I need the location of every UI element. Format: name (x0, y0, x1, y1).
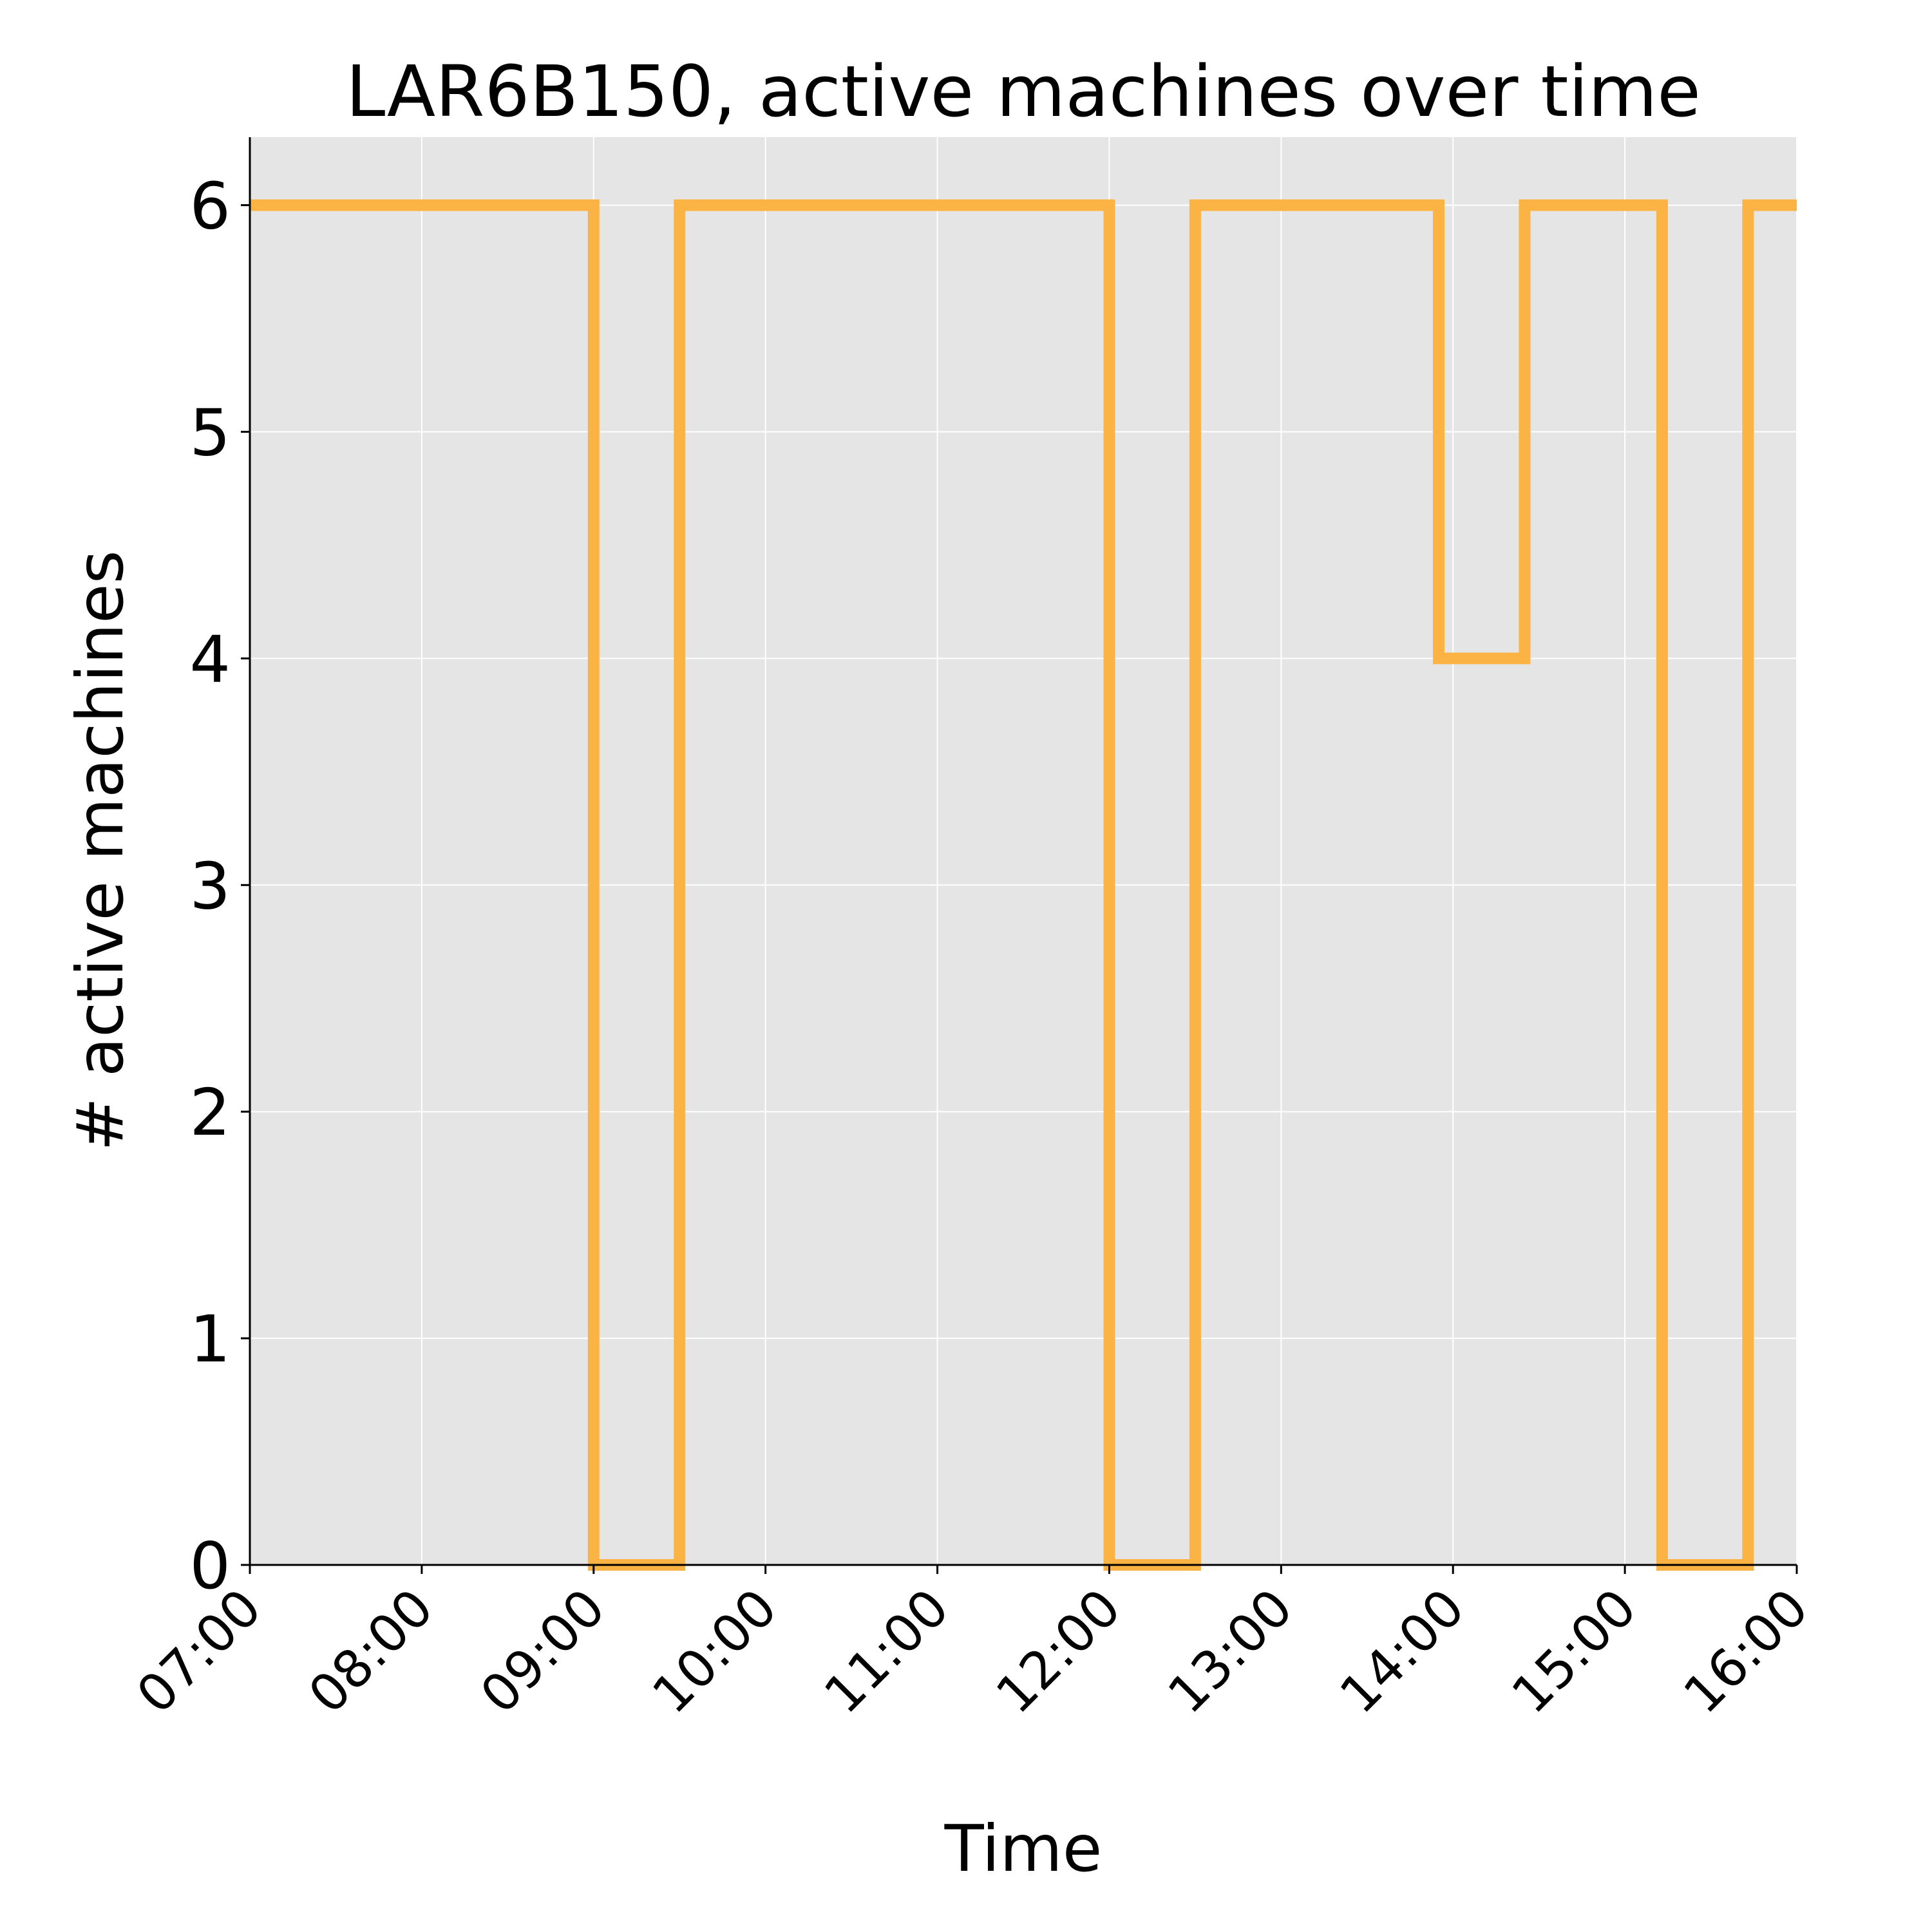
x-tick-label: 10:00 (641, 1578, 788, 1725)
x-tick-label: 12:00 (985, 1578, 1132, 1725)
x-tick-label: 15:00 (1501, 1578, 1648, 1725)
y-tick-label: 5 (189, 395, 231, 470)
x-tick-label: 11:00 (813, 1578, 960, 1725)
x-tick-label: 14:00 (1329, 1578, 1476, 1725)
y-tick-label: 1 (189, 1302, 231, 1377)
x-tick-label: 09:00 (469, 1578, 616, 1725)
y-tick-label: 6 (189, 169, 231, 244)
y-axis-label: # active machines (62, 550, 138, 1151)
x-axis-label: Time (944, 1811, 1103, 1886)
y-ticks: 0 1 2 3 4 5 6 (189, 169, 250, 1604)
x-tick-label: 08:00 (298, 1578, 445, 1725)
plot-background (250, 137, 1797, 1565)
x-ticks: 07:00 08:00 09:00 10:00 11:00 12:00 13:00 14:00… (126, 1565, 1820, 1725)
y-tick-label: 4 (189, 621, 231, 697)
chart-title: LAR6B150, active machines over time (346, 50, 1701, 133)
y-tick-label: 2 (189, 1075, 231, 1150)
y-tick-label: 3 (189, 848, 231, 923)
x-tick-label: 16:00 (1672, 1578, 1820, 1725)
y-tick-label: 0 (189, 1528, 231, 1604)
x-tick-label: 13:00 (1157, 1578, 1304, 1725)
